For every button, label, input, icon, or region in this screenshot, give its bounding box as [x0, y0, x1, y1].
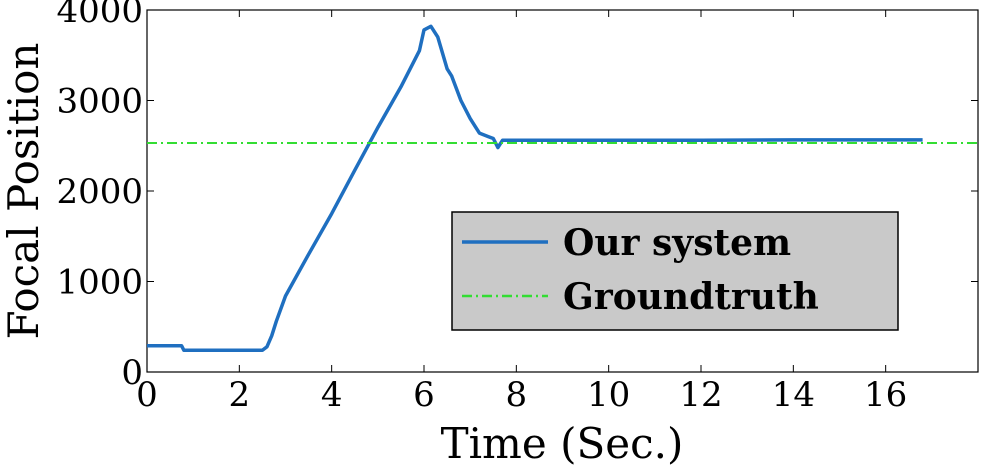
legend-label-groundtruth: Groundtruth — [563, 276, 819, 318]
legend-box — [451, 211, 899, 331]
series-line-our-system — [147, 24, 923, 353]
y-tick-label: 2000 — [56, 172, 143, 212]
y-axis-label: Focal Position — [0, 43, 48, 340]
x-tick-label: 8 — [506, 375, 528, 415]
x-tick-label: 0 — [136, 375, 158, 415]
y-tick-label: 3000 — [56, 82, 143, 122]
axis-ticks: 0 2 4 6 8 10 12 14 16 0 1000 2000 3000 4000 — [56, 0, 978, 415]
y-tick-label: 1000 — [56, 263, 143, 303]
x-tick-label: 10 — [587, 375, 630, 415]
plot-area: 0 2 4 6 8 10 12 14 16 0 1000 2000 3000 4000 — [56, 0, 979, 415]
legend-label-our-system: Our system — [563, 222, 791, 264]
x-tick-label: 16 — [864, 375, 907, 415]
legend: Our system Groundtruth — [451, 211, 899, 331]
x-tick-label: 2 — [229, 375, 251, 415]
series-layer — [147, 24, 978, 353]
x-tick-label: 6 — [413, 375, 435, 415]
x-tick-label: 4 — [321, 375, 343, 415]
x-tick-label: 14 — [772, 375, 815, 415]
y-tick-label: 0 — [121, 353, 143, 393]
x-tick-label: 12 — [679, 375, 722, 415]
x-axis-label: Time (Sec.) — [441, 419, 684, 468]
y-tick-label: 4000 — [56, 0, 143, 31]
